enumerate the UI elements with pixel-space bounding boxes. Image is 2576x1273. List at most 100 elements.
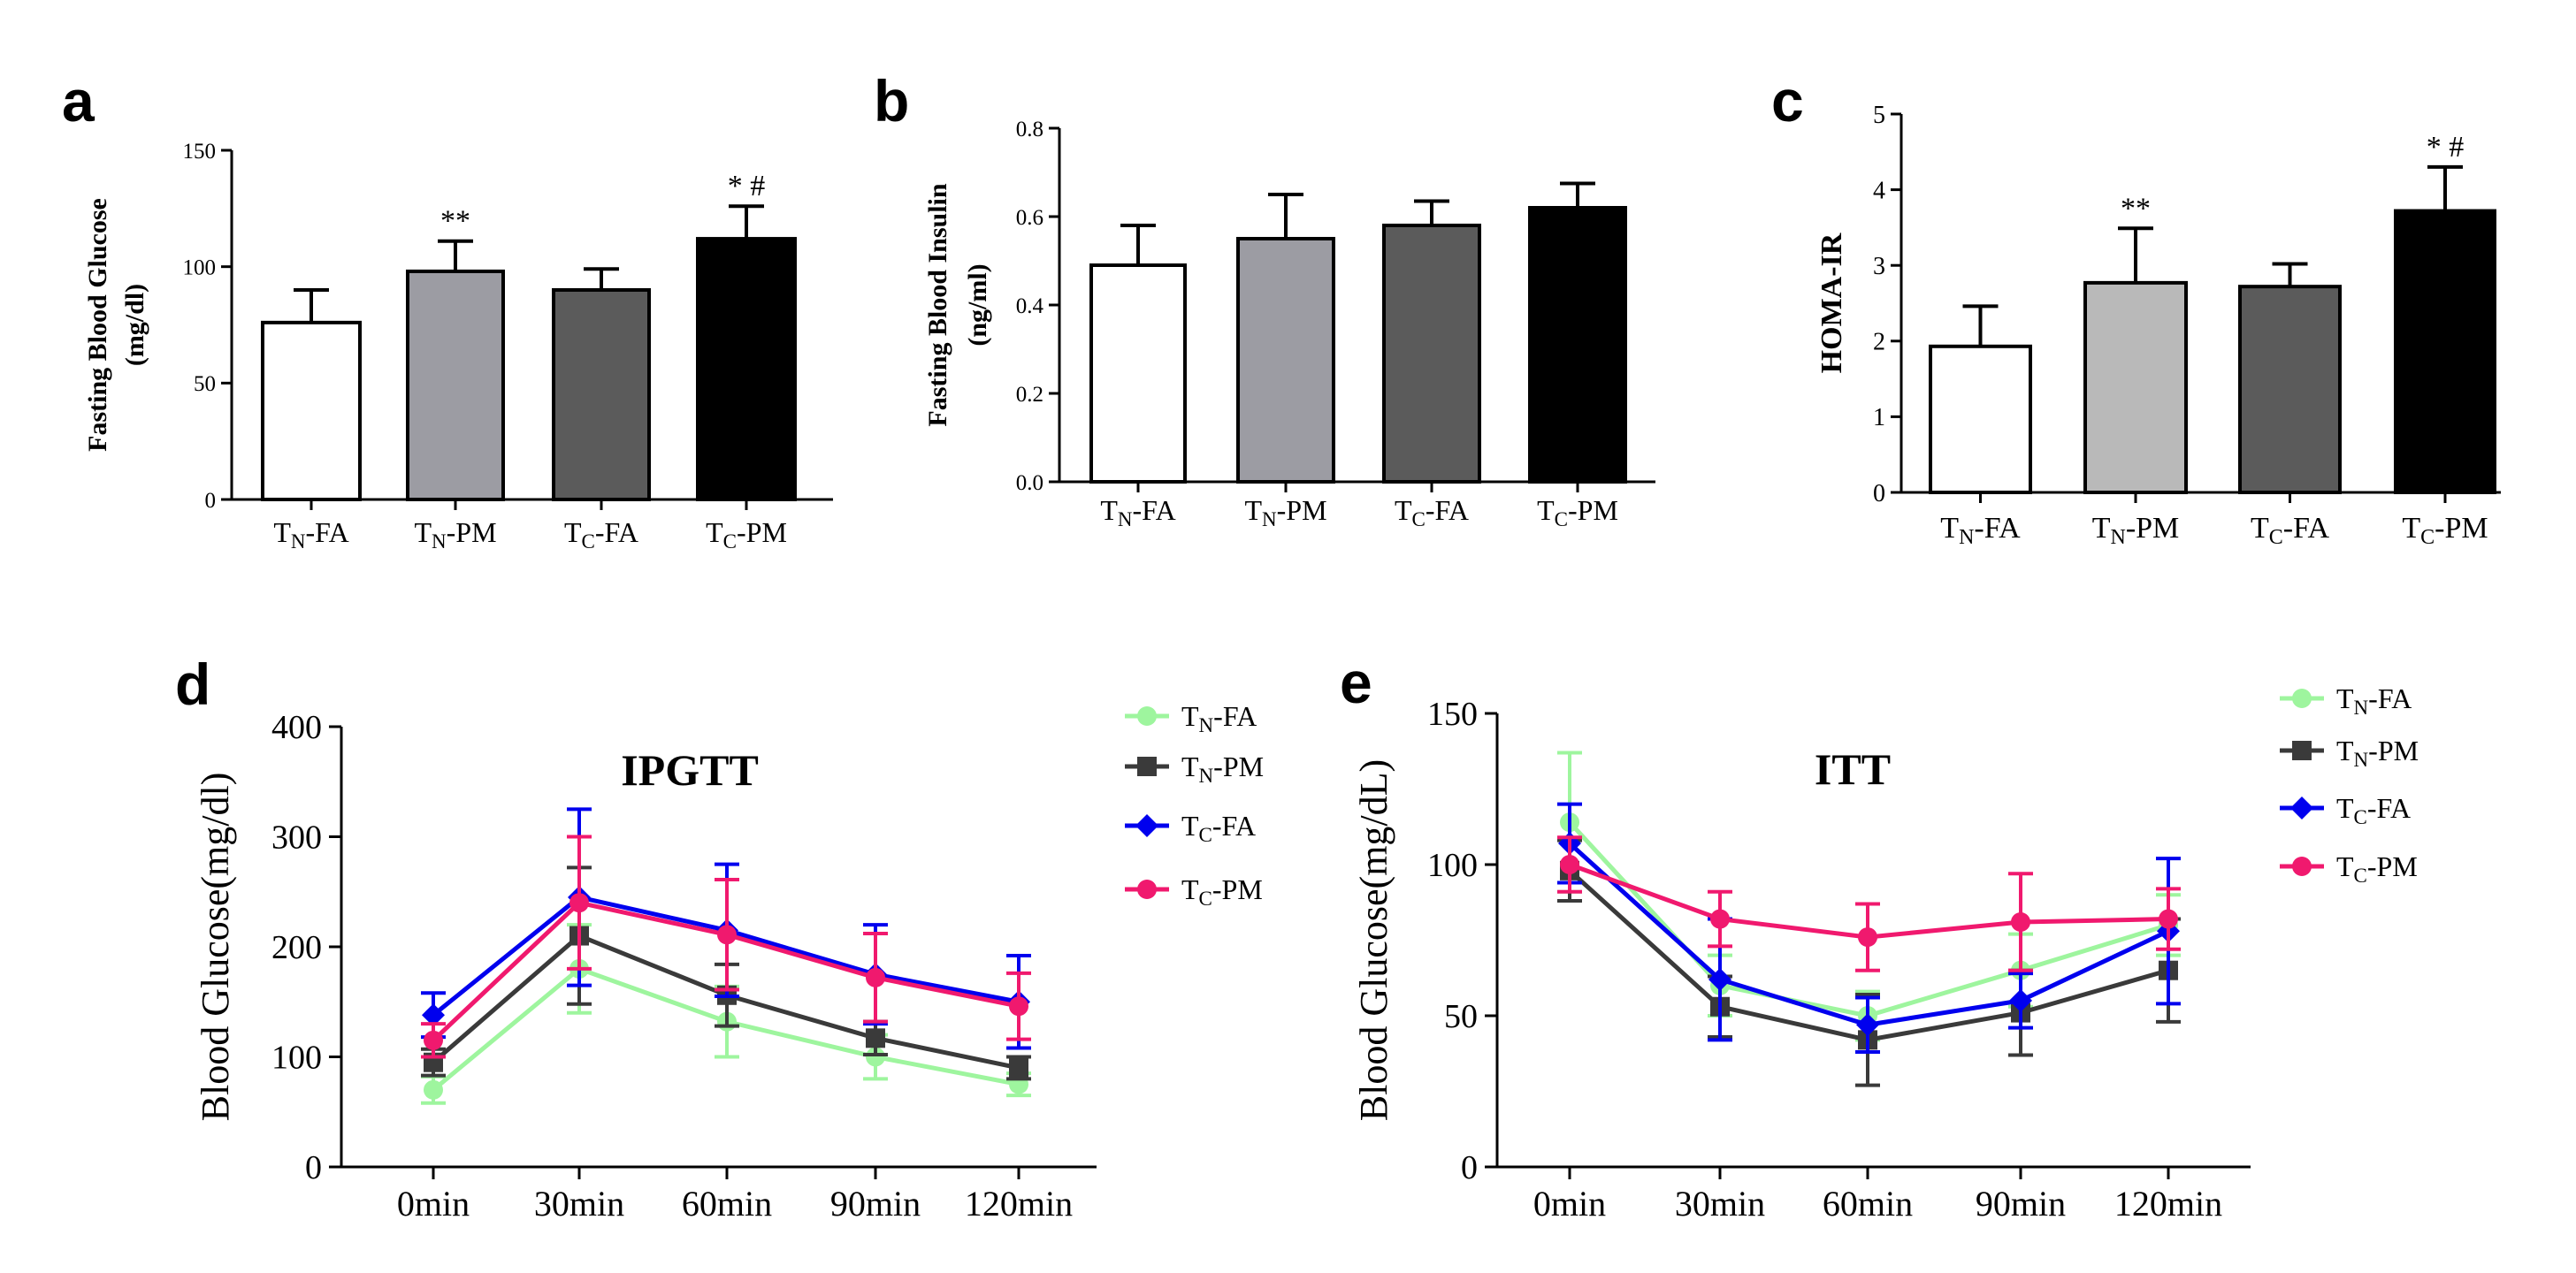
y-tick-label-a: 0: [205, 489, 217, 513]
y-tick-label-c: 1: [1873, 404, 1885, 431]
data-point-e: [2009, 988, 2032, 1012]
legend-marker-e: [2292, 689, 2312, 708]
data-point-d: [422, 1003, 445, 1027]
y-tick-label-a: 50: [194, 372, 216, 396]
y-tick-label-c: 5: [1873, 102, 1885, 129]
data-point-d: [866, 967, 885, 987]
y-tick-label-d: 300: [271, 819, 322, 857]
y-tick-label-d: 0: [305, 1149, 322, 1186]
panel-letter-e: e: [1340, 650, 1372, 715]
category-label-c: TC-PM: [2402, 512, 2488, 549]
y-tick-label-e: 0: [1461, 1149, 1478, 1186]
category-label-c: TC-FA: [2251, 512, 2330, 549]
legend-label-d: TN-PM: [1181, 751, 1264, 787]
legend-marker-e: [2290, 797, 2313, 819]
bar-c: [2238, 285, 2342, 494]
y-tick-label-d: 200: [271, 929, 322, 966]
bar-b: [1528, 206, 1627, 484]
category-label-b: TC-FA: [1395, 494, 1469, 530]
y-axis-unit-a: (mg/dl): [120, 284, 149, 366]
significance-label-c: **: [2121, 192, 2151, 225]
category-label-b: TN-PM: [1244, 494, 1326, 530]
panel-letter-b: b: [874, 68, 909, 133]
data-point-d: [866, 1047, 885, 1067]
y-tick-label-b: 0.8: [1016, 118, 1043, 141]
data-point-d: [424, 1079, 443, 1100]
legend-marker-e: [2292, 741, 2312, 760]
data-point-d: [717, 925, 737, 945]
data-point-d: [866, 1028, 885, 1048]
chart-title-e: ITT: [1815, 744, 1891, 794]
legend-marker-d: [1137, 880, 1157, 899]
y-axis-unit-b: (ng/ml): [963, 263, 992, 346]
y-tick-label-c: 0: [1873, 480, 1885, 507]
y-tick-label-c: 3: [1873, 253, 1885, 280]
y-tick-label-e: 100: [1427, 847, 1478, 884]
panel-letter-c: c: [1771, 68, 1804, 133]
category-label-a: TC-PM: [706, 516, 787, 553]
bar-b: [1236, 237, 1335, 484]
x-tick-label-e: 60min: [1823, 1184, 1913, 1223]
y-tick-label-a: 100: [183, 255, 217, 279]
category-label-a: TN-FA: [273, 516, 348, 553]
bar-a: [406, 269, 505, 501]
x-tick-label-d: 0min: [397, 1184, 470, 1223]
y-axis-label-b: Fasting Blood Insulin: [923, 183, 952, 426]
x-tick-label-d: 60min: [682, 1184, 772, 1223]
chart-title-d: IPGTT: [621, 745, 759, 795]
legend-label-e: TN-PM: [2336, 735, 2419, 771]
y-tick-label-a: 150: [183, 140, 217, 164]
category-label-b: TC-PM: [1537, 494, 1618, 530]
category-label-a: TN-PM: [414, 516, 496, 553]
y-tick-label-b: 0.4: [1016, 294, 1044, 318]
x-tick-label-d: 120min: [965, 1184, 1073, 1223]
legend-label-e: TC-PM: [2336, 850, 2418, 887]
significance-label-c: * #: [2427, 131, 2465, 164]
bar-c: [1929, 344, 2032, 494]
data-point-e: [2159, 909, 2178, 929]
data-point-e: [2011, 911, 2030, 932]
data-point-e: [1856, 1013, 1879, 1037]
y-axis-label-d: Blood Glucose(mg/dl): [194, 773, 237, 1122]
category-label-c: TN-PM: [2092, 512, 2180, 549]
y-tick-label-d: 100: [271, 1040, 322, 1077]
bar-c: [2394, 209, 2496, 494]
y-tick-label-b: 0.0: [1016, 471, 1043, 495]
bar-c: [2083, 280, 2188, 494]
y-tick-label-b: 0.2: [1016, 383, 1043, 407]
data-point-e: [1560, 855, 1579, 874]
data-point-e: [1710, 909, 1730, 929]
bar-a: [696, 237, 797, 501]
y-tick-label-b: 0.6: [1016, 206, 1043, 230]
bar-a: [261, 320, 362, 501]
y-axis-label-a: Fasting Blood Glucose: [83, 198, 112, 452]
data-point-d: [1009, 996, 1028, 1017]
y-tick-label-e: 150: [1427, 696, 1478, 733]
legend-marker-d: [1137, 757, 1157, 776]
category-label-b: TN-FA: [1100, 494, 1175, 530]
x-tick-label-d: 30min: [534, 1184, 624, 1223]
y-axis-label-e: Blood Glucose(mg/dL): [1352, 759, 1395, 1121]
y-tick-label-c: 4: [1873, 177, 1885, 204]
data-point-e: [1858, 927, 1877, 948]
category-label-c: TN-FA: [1940, 512, 2021, 549]
significance-label-a: **: [440, 205, 470, 238]
y-axis-label-c: HOMA-IR: [1815, 232, 1848, 373]
x-tick-label-e: 90min: [1976, 1184, 2066, 1223]
data-point-d: [1009, 1057, 1028, 1078]
data-point-e: [1708, 967, 1731, 991]
legend-label-d: TC-FA: [1181, 810, 1256, 846]
legend-marker-d: [1135, 814, 1158, 837]
significance-label-a: * #: [728, 170, 766, 202]
category-label-a: TC-FA: [564, 516, 638, 553]
x-tick-label-e: 30min: [1675, 1184, 1765, 1223]
y-tick-label-d: 400: [271, 709, 322, 746]
bar-b: [1382, 224, 1481, 484]
x-tick-label-d: 90min: [830, 1184, 921, 1223]
bar-b: [1089, 263, 1187, 484]
x-tick-label-e: 0min: [1533, 1184, 1606, 1223]
legend-label-d: TC-PM: [1181, 873, 1263, 910]
y-tick-label-c: 2: [1873, 329, 1885, 356]
panel-letter-d: d: [175, 652, 210, 717]
